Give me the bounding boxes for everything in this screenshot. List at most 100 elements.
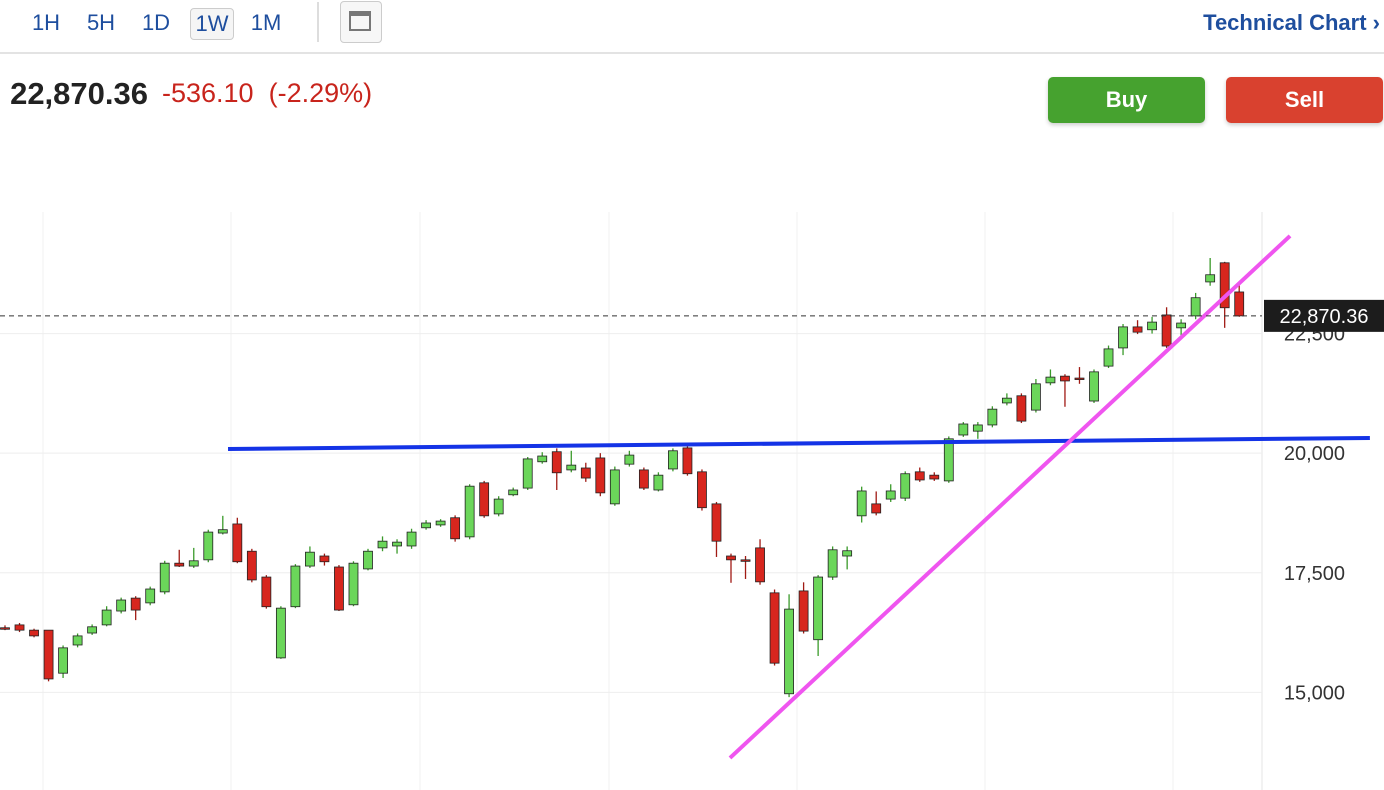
tab-selected[interactable]: 1W — [190, 8, 234, 40]
candle-body — [885, 490, 896, 500]
y-tick-label: 15,000 — [1284, 682, 1345, 704]
toolbar: 1H 5H 1D 1W 1M Technical Chart › — [0, 0, 1384, 54]
candle-body — [1118, 326, 1128, 349]
candle-body — [14, 624, 25, 631]
candle-body — [958, 423, 969, 436]
candle-body — [609, 469, 620, 505]
candle-body — [159, 562, 170, 593]
technical-chart-link[interactable]: Technical Chart › — [1203, 10, 1380, 35]
tab[interactable]: 5H — [86, 10, 116, 35]
candle-body — [595, 457, 606, 494]
candle-body — [101, 609, 112, 626]
candle-body — [435, 520, 446, 526]
candle-body — [827, 549, 838, 578]
tab[interactable]: 1D — [141, 10, 171, 35]
candle-body — [1060, 375, 1070, 382]
candle-body — [1001, 397, 1012, 404]
layout-icon[interactable] — [340, 1, 382, 43]
icon-inner — [349, 11, 371, 31]
candle-body — [914, 471, 925, 481]
candle-body — [1176, 322, 1187, 329]
candle-body — [217, 529, 228, 534]
candle-body — [900, 473, 911, 499]
candle-body — [319, 555, 330, 563]
candle-body — [188, 560, 199, 567]
candle-body — [537, 455, 548, 463]
tab[interactable]: 1H — [31, 10, 61, 35]
candle-body — [363, 550, 373, 570]
tab[interactable]: 1M — [250, 10, 282, 35]
candle-body — [479, 482, 490, 517]
candle-body — [668, 450, 678, 470]
candle-body — [1147, 321, 1157, 331]
candle-body — [392, 541, 402, 547]
candle-body — [624, 454, 635, 465]
candle-body — [697, 471, 707, 509]
candle-body — [798, 590, 809, 632]
candle-body — [406, 531, 417, 547]
candle-body — [246, 550, 257, 581]
candle-body — [130, 597, 141, 611]
candle-body — [638, 469, 649, 489]
candle-body — [1205, 274, 1216, 283]
candle-body — [0, 627, 10, 630]
candle-body — [174, 562, 185, 567]
candle-body — [290, 565, 301, 608]
candle-body — [29, 629, 39, 637]
trend-line — [228, 435, 1370, 451]
candle-body — [464, 485, 475, 538]
candle-body — [842, 550, 853, 557]
candle-body — [1234, 291, 1245, 317]
sell-button[interactable]: Sell — [1226, 77, 1383, 123]
candle-body — [305, 551, 315, 567]
y-tick-label: 17,500 — [1284, 563, 1345, 585]
candle-body — [421, 522, 431, 529]
candle-body — [58, 647, 68, 674]
candle-body — [726, 555, 736, 561]
candle-body — [116, 599, 127, 612]
candle-body — [1219, 262, 1230, 309]
candle-body — [232, 523, 243, 563]
candle-body — [522, 458, 533, 489]
candle-body — [871, 503, 882, 514]
separator — [317, 2, 319, 42]
candle-body — [1031, 383, 1041, 411]
candle-body — [261, 576, 272, 608]
candle-body — [450, 517, 461, 540]
candle-body — [1074, 377, 1085, 380]
candle-body — [943, 438, 954, 482]
buy-button[interactable]: Buy — [1048, 77, 1205, 123]
candle-body — [740, 559, 751, 562]
candle-body — [653, 474, 664, 491]
candle-body — [580, 467, 591, 479]
candle-body — [377, 540, 388, 549]
candle-body — [987, 408, 998, 426]
candle-body — [784, 608, 794, 695]
candle-body — [856, 490, 867, 517]
candle-body — [508, 489, 519, 496]
candle-body — [929, 474, 940, 480]
candle-body — [1190, 297, 1201, 317]
candle-body — [72, 635, 83, 646]
candle-body — [551, 451, 562, 474]
candle-body — [755, 547, 765, 583]
price-change: -536.10 (-2.29%) — [162, 78, 372, 109]
candle-body — [566, 464, 577, 471]
candle-body — [493, 498, 504, 515]
candle-body — [1132, 326, 1143, 333]
candle-body — [145, 588, 156, 604]
candle-body — [334, 566, 344, 611]
vertical-grid — [42, 212, 1263, 790]
candle-body — [1045, 376, 1056, 384]
candle-body — [348, 562, 359, 606]
last-price: 22,870.36 — [10, 76, 148, 111]
change: -536.10 — [162, 78, 254, 108]
candle-body — [1161, 314, 1172, 347]
candle-body — [43, 629, 54, 680]
price-tag — [1264, 299, 1384, 332]
y-tick-label: 20,000 — [1284, 443, 1345, 465]
candle-body — [769, 592, 780, 664]
trend-line — [728, 234, 1292, 760]
